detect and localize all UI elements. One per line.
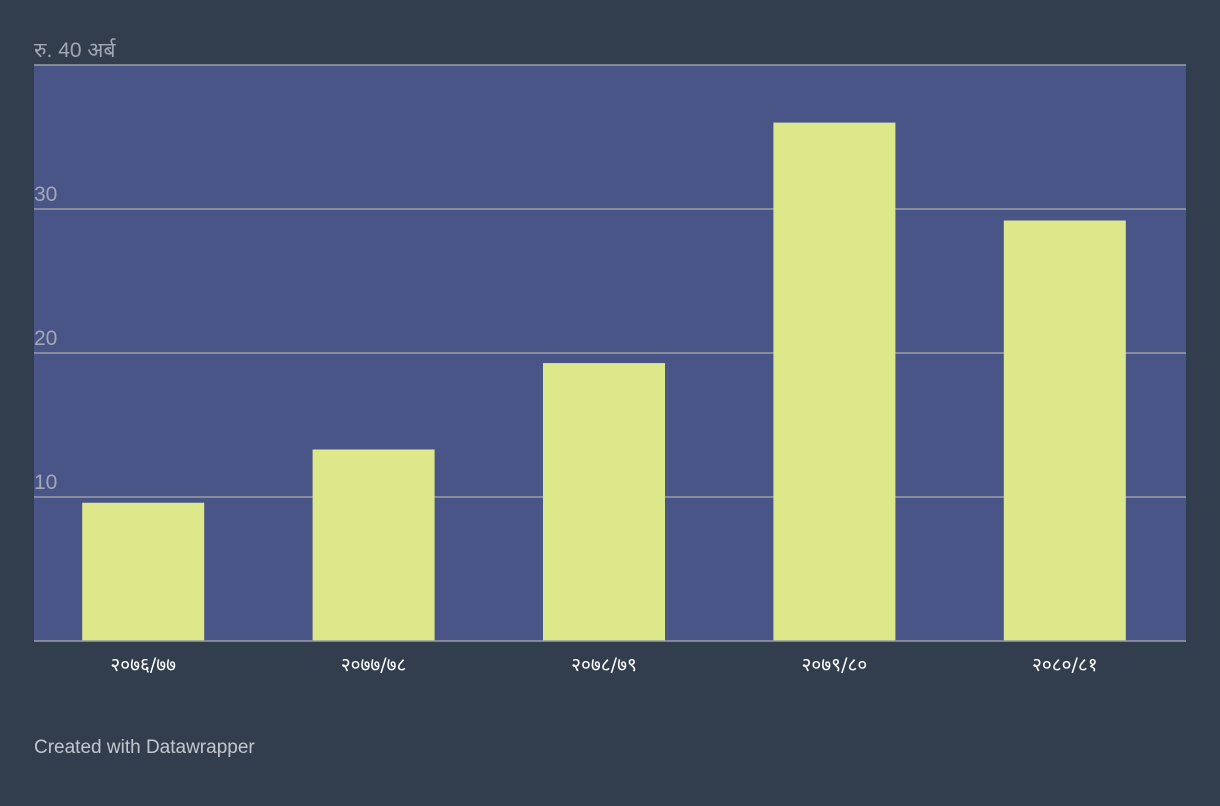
bar <box>312 449 435 641</box>
bar <box>773 122 896 642</box>
x-tick-label: २०८०/८१ <box>1032 654 1098 676</box>
bar <box>1003 220 1126 641</box>
x-tick-label: २०७८/७९ <box>571 654 637 676</box>
bar-chart: 10 20 30 रु. 40 अर्ब २०७६/७७ २०७७/७८ २०७८/७९ २०… <box>34 38 1186 676</box>
x-tick-label: २०७७/७८ <box>341 654 407 676</box>
y-tick-label: रु. 40 अर्ब <box>34 38 116 62</box>
bar <box>543 363 665 641</box>
y-tick-label: 20 <box>34 327 57 350</box>
credit-text[interactable]: Created with Datawrapper <box>34 737 255 758</box>
x-tick-label: २०७६/७७ <box>110 654 176 676</box>
bar <box>82 502 205 641</box>
x-tick-label: २०७९/८० <box>802 654 868 676</box>
y-tick-label: 30 <box>34 183 57 206</box>
y-tick-label: 10 <box>34 471 57 494</box>
